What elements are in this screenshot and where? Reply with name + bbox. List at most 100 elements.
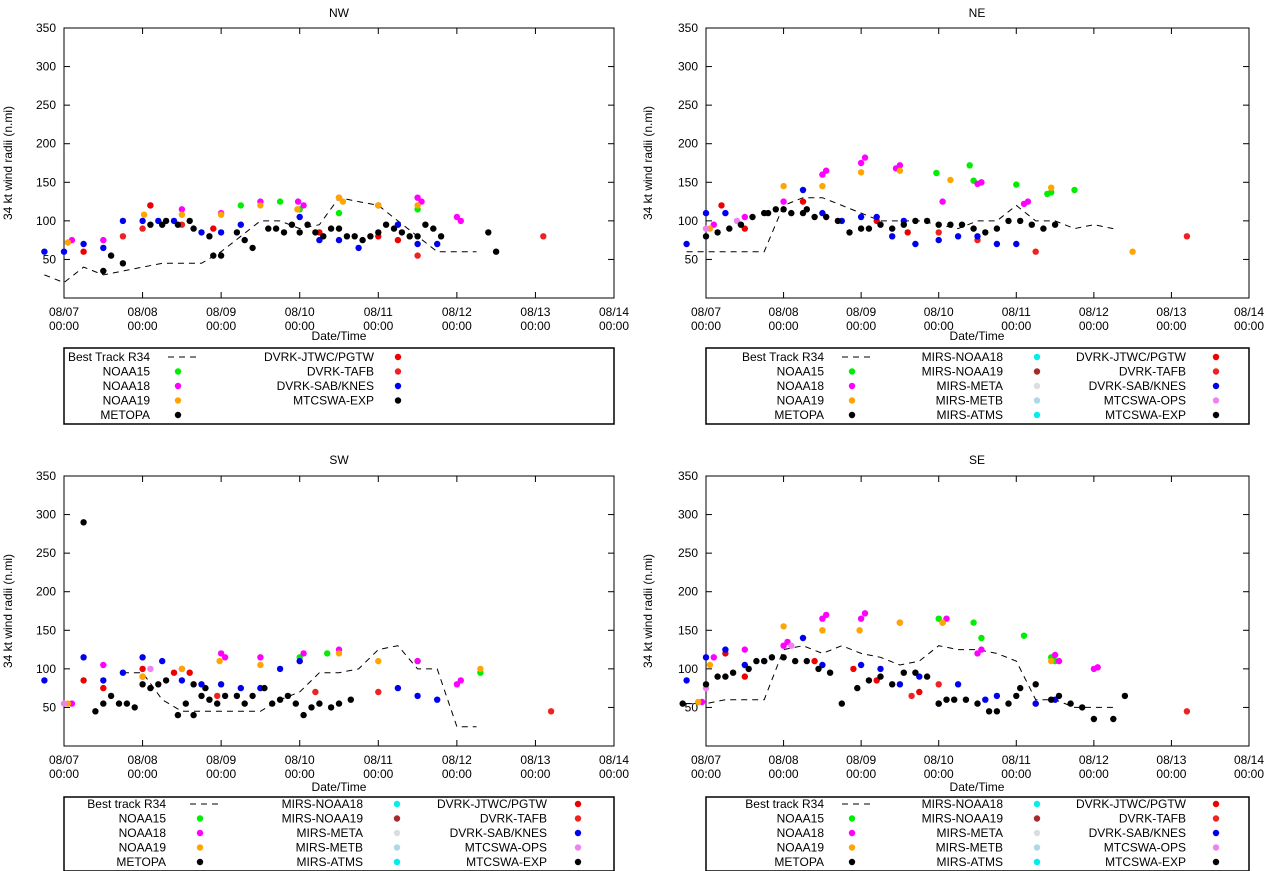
legend-marker [1033,382,1041,390]
x-tick-label-date: 08/11 [1002,305,1031,319]
x-tick-label-date: 08/08 [128,305,158,319]
y-tick-label: 350 [678,21,698,35]
best-track-line [686,645,1114,708]
data-point [217,211,225,218]
data-point [1183,233,1191,240]
data-point [1055,657,1063,665]
data-point [276,665,284,673]
x-tick-label-date: 08/13 [1156,305,1186,319]
y-tick-label: 100 [678,214,698,228]
x-tick-label-time: 00:00 [49,767,79,781]
data-point [683,677,690,684]
x-tick-label-time: 00:00 [363,319,393,333]
series-mtcswa-exp [100,221,500,275]
legend-marker [848,858,856,866]
data-point [115,700,123,707]
series-dvrk-jtwc-pgtw [718,198,911,236]
data-point [92,708,99,715]
data-point [335,225,343,232]
data-point [819,182,826,190]
legend-marker [1212,829,1220,837]
data-point [327,225,335,232]
data-point [1028,221,1036,228]
legend-box [63,347,615,425]
data-point [1071,186,1078,194]
data-point [272,225,280,232]
data-point [80,654,87,661]
data-point [414,233,421,240]
data-point [857,159,865,167]
data-point [100,236,107,244]
legend-label: MIRS-METB [936,394,1003,408]
data-point [1055,692,1063,700]
data-point [414,657,421,665]
legend-label: DVRK-TAFB [1119,365,1186,379]
legend-label: NOAA15 [777,365,825,379]
series-dvrk-sab-knes [683,186,1020,248]
data-point [741,646,748,653]
x-tick-label-time: 00:00 [924,767,954,781]
data-point [1005,700,1012,707]
data-point [1067,700,1074,707]
data-point [434,240,441,248]
y-tick-label: 200 [36,137,56,151]
data-point [80,677,87,684]
legend-marker [848,411,856,419]
legend-label: METOPA [116,855,166,869]
data-point [741,661,748,669]
data-point [190,225,197,232]
legend-marker [1212,800,1220,808]
x-tick-label-time: 00:00 [520,767,550,781]
data-point [457,677,464,684]
data-point [726,225,733,232]
x-tick-label-time: 00:00 [924,319,954,333]
data-point [854,684,861,692]
data-point [237,221,244,228]
x-tick-label-time: 00:00 [442,319,472,333]
legend-marker [1212,858,1220,866]
legend-label: MIRS-ATMS [937,408,1003,422]
legend-marker [1212,353,1220,361]
data-point [768,654,776,661]
legend-marker [393,844,401,851]
data-point [335,209,343,217]
data-point [1013,692,1020,700]
x-tick-label-time: 00:00 [846,767,876,781]
legend-label: DVRK-JTWC/PGTW [264,350,375,364]
x-axis-label: Date/Time [950,329,1005,343]
data-point [896,681,904,688]
x-tick-label-time: 00:00 [1234,319,1264,333]
best-track-line [44,197,477,284]
series-dvrk-tafb [908,681,1191,715]
data-point [335,236,343,244]
series-dvrk-sab-knes [683,634,1059,707]
series-dvrk-tafb [214,688,555,715]
data-point [257,661,264,669]
legend-box [705,796,1250,871]
legend-label: MIRS-META [937,379,1003,393]
best-track-line [122,645,477,728]
data-point [912,669,919,676]
data-point [394,684,402,692]
data-point [1110,715,1117,723]
data-point [933,169,940,177]
y-tick-label: 50 [43,252,57,266]
series-noaa15 [935,615,1059,665]
data-point [741,225,748,232]
x-tick-label-time: 00:00 [520,319,550,333]
data-point [174,221,182,228]
series-dvrk-jtwc-pgtw [722,650,923,696]
data-point [60,700,68,707]
x-tick-label-date: 08/08 [769,305,799,319]
data-point [943,615,950,622]
data-point [857,169,865,176]
data-point [772,206,779,213]
data-point [100,684,107,692]
data-point [100,244,107,252]
data-point [339,198,347,205]
data-point [683,240,690,248]
legend-marker [574,800,582,808]
legend-label: MIRS-NOAA19 [922,812,1004,826]
data-point [233,229,241,236]
legend-label: Best track R34 [745,797,824,811]
